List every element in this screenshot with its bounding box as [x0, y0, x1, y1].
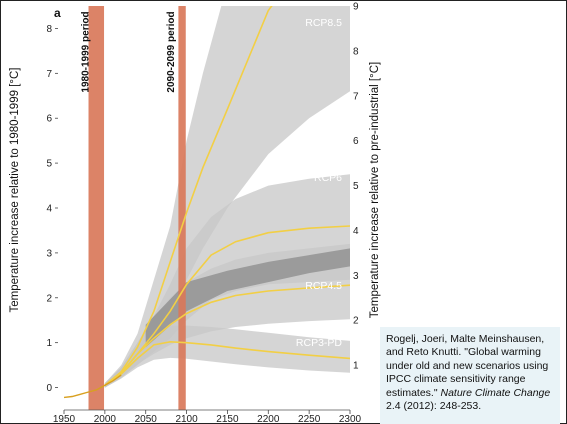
period-label-1: 1980-1999 period	[80, 11, 91, 92]
x-tick-label: 2300	[339, 414, 362, 424]
x-tick-label: 2200	[257, 414, 280, 424]
y-tick-left-label: 0	[46, 383, 52, 394]
citation-journal: Nature Climate Change	[440, 386, 551, 399]
overlap-band	[145, 248, 350, 348]
y-tick-right-label: 7	[353, 91, 359, 102]
y-tick-left-label: 8	[46, 24, 52, 35]
series-label-rcp3-pd: RCP3-PD	[296, 337, 343, 349]
y-tick-left-label: 2	[46, 293, 52, 304]
y-tick-right-label: 6	[353, 136, 359, 147]
y-tick-left-label: 5	[46, 159, 52, 170]
x-tick-label: 2250	[298, 414, 321, 424]
x-tick-label: 2150	[216, 414, 239, 424]
series-label-rcp6: RCP6	[314, 172, 342, 184]
y-tick-left-label: 3	[46, 248, 52, 259]
y-tick-left-label: 7	[46, 69, 52, 80]
citation-details: 2.4 (2012): 248-253.	[386, 400, 482, 413]
y-axis-right-label: Temperature increase relative to pre-ind…	[369, 62, 381, 318]
y-tick-right-label: 9	[353, 2, 359, 13]
median-line-rcp3-pd	[104, 340, 350, 386]
uncertainty-band-rcp4-5	[104, 243, 350, 388]
panel-label: a	[54, 6, 61, 20]
y-tick-right-label: 1	[353, 361, 359, 372]
series-label-rcp4-5: RCP4.5	[305, 280, 342, 292]
citation-box: Rogelj, Joeri, Malte Meinshausen, and Re…	[380, 327, 560, 424]
series-label-rcp8-5: RCP8.5	[305, 17, 342, 29]
x-tick-label: 1950	[53, 414, 76, 424]
period-label-2: 2090-2099 period	[166, 11, 177, 92]
y-axis-left-label: Temperature increase relative to 1980-19…	[9, 68, 21, 313]
y-tick-right-label: 4	[353, 226, 359, 237]
period-bar-2	[178, 6, 186, 410]
citation-title: "Global warming under old and new scenar…	[386, 346, 549, 399]
citation-authors: Rogelj, Joeri, Malte Meinshausen, and Re…	[386, 333, 545, 359]
y-tick-right-label: 5	[353, 181, 359, 192]
median-line-rcp4-5	[104, 284, 350, 386]
x-tick-label: 2000	[94, 414, 117, 424]
y-tick-left-label: 6	[46, 114, 52, 125]
y-tick-right-label: 8	[353, 46, 359, 57]
x-tick-label: 2050	[135, 414, 158, 424]
y-tick-right-label: 3	[353, 271, 359, 282]
median-line-rcp8-5	[104, 6, 273, 386]
x-tick-label: 2100	[175, 414, 198, 424]
period-bar-1	[88, 6, 105, 410]
plot-area	[64, 6, 350, 410]
y-tick-right-label: 2	[353, 316, 359, 327]
y-tick-left-label: 1	[46, 338, 52, 349]
historical-line	[64, 374, 122, 399]
uncertainty-band-rcp3-pd	[104, 325, 350, 388]
y-tick-left-label: 4	[46, 204, 52, 215]
